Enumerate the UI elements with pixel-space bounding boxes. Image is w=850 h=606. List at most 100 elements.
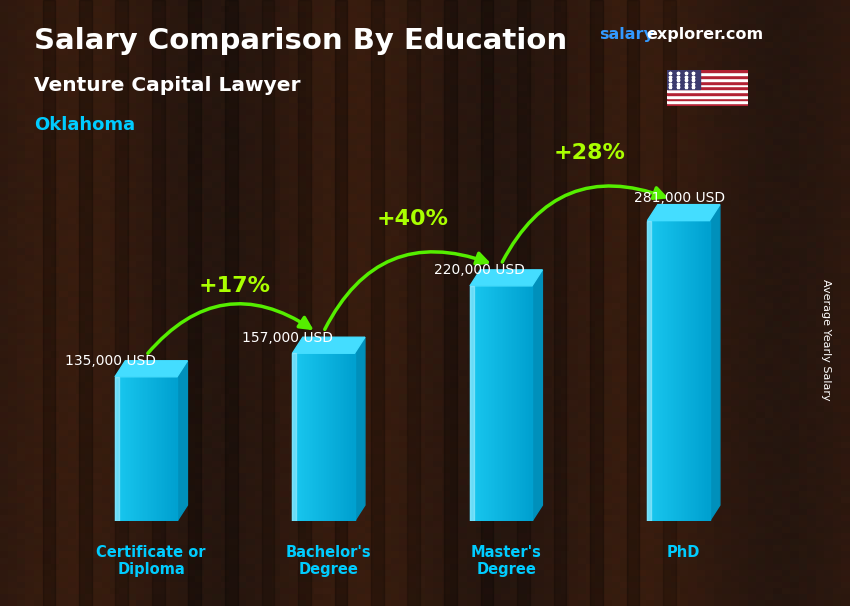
Bar [298, 0, 311, 606]
Bar [139, 377, 141, 521]
Bar [671, 221, 672, 521]
Bar [317, 353, 319, 521]
Bar [694, 221, 695, 521]
Bar [126, 377, 128, 521]
Bar [654, 221, 655, 521]
Polygon shape [648, 221, 651, 521]
Bar [353, 353, 354, 521]
Bar [348, 353, 350, 521]
Bar [667, 70, 700, 89]
Text: Bachelor's
Degree: Bachelor's Degree [286, 545, 371, 577]
Text: 157,000 USD: 157,000 USD [242, 331, 333, 345]
Bar [518, 286, 519, 521]
Bar [128, 377, 129, 521]
Bar [157, 377, 158, 521]
Bar [296, 353, 297, 521]
Bar [667, 98, 748, 101]
Bar [667, 84, 748, 87]
Bar [510, 286, 512, 521]
Bar [115, 377, 116, 521]
Bar [79, 0, 92, 606]
Bar [480, 0, 493, 606]
Bar [660, 221, 661, 521]
Bar [141, 377, 143, 521]
Bar [530, 286, 532, 521]
Bar [686, 221, 688, 521]
Bar [697, 221, 699, 521]
Bar [667, 75, 748, 78]
Bar [667, 95, 748, 98]
Polygon shape [470, 286, 473, 521]
Bar [470, 286, 472, 521]
Bar [158, 377, 160, 521]
Bar [490, 286, 491, 521]
Bar [137, 377, 139, 521]
Bar [339, 353, 341, 521]
Bar [648, 221, 649, 521]
Bar [341, 353, 343, 521]
Bar [509, 286, 510, 521]
Bar [176, 377, 177, 521]
Bar [667, 70, 748, 73]
Text: Venture Capital Lawyer: Venture Capital Lawyer [34, 76, 301, 95]
Bar [308, 353, 309, 521]
Bar [500, 286, 501, 521]
Bar [515, 286, 517, 521]
Bar [682, 221, 683, 521]
Bar [676, 221, 677, 521]
Bar [667, 89, 748, 92]
Bar [307, 353, 308, 521]
Bar [688, 221, 689, 521]
Bar [320, 353, 322, 521]
Bar [314, 353, 315, 521]
Bar [506, 286, 507, 521]
Bar [665, 221, 666, 521]
Bar [655, 221, 657, 521]
Bar [495, 286, 496, 521]
Bar [521, 286, 523, 521]
Text: +17%: +17% [199, 276, 271, 296]
Bar [322, 353, 324, 521]
Bar [498, 286, 500, 521]
Bar [167, 377, 169, 521]
Bar [523, 286, 524, 521]
Bar [292, 353, 294, 521]
Bar [476, 286, 478, 521]
Bar [189, 0, 201, 606]
Polygon shape [532, 270, 542, 521]
Bar [517, 286, 518, 521]
Bar [590, 0, 603, 606]
Text: 135,000 USD: 135,000 USD [65, 355, 156, 368]
Bar [350, 353, 351, 521]
Bar [677, 221, 678, 521]
Bar [152, 0, 165, 606]
Polygon shape [292, 337, 365, 353]
Bar [666, 221, 667, 521]
Bar [160, 377, 162, 521]
Bar [300, 353, 302, 521]
Bar [652, 221, 654, 521]
Bar [693, 221, 694, 521]
Bar [351, 353, 353, 521]
Bar [116, 377, 118, 521]
Bar [700, 221, 702, 521]
Bar [313, 353, 314, 521]
Bar [174, 377, 176, 521]
Polygon shape [710, 205, 720, 521]
Bar [407, 0, 420, 606]
Bar [672, 221, 674, 521]
Bar [472, 286, 473, 521]
Polygon shape [115, 377, 119, 521]
Bar [507, 286, 509, 521]
Bar [674, 221, 676, 521]
Bar [332, 353, 333, 521]
Bar [491, 286, 493, 521]
Bar [169, 377, 171, 521]
Bar [524, 286, 526, 521]
Bar [519, 286, 521, 521]
Bar [131, 377, 132, 521]
Bar [336, 353, 337, 521]
Text: +40%: +40% [377, 208, 448, 228]
Polygon shape [648, 205, 720, 221]
Bar [703, 221, 705, 521]
